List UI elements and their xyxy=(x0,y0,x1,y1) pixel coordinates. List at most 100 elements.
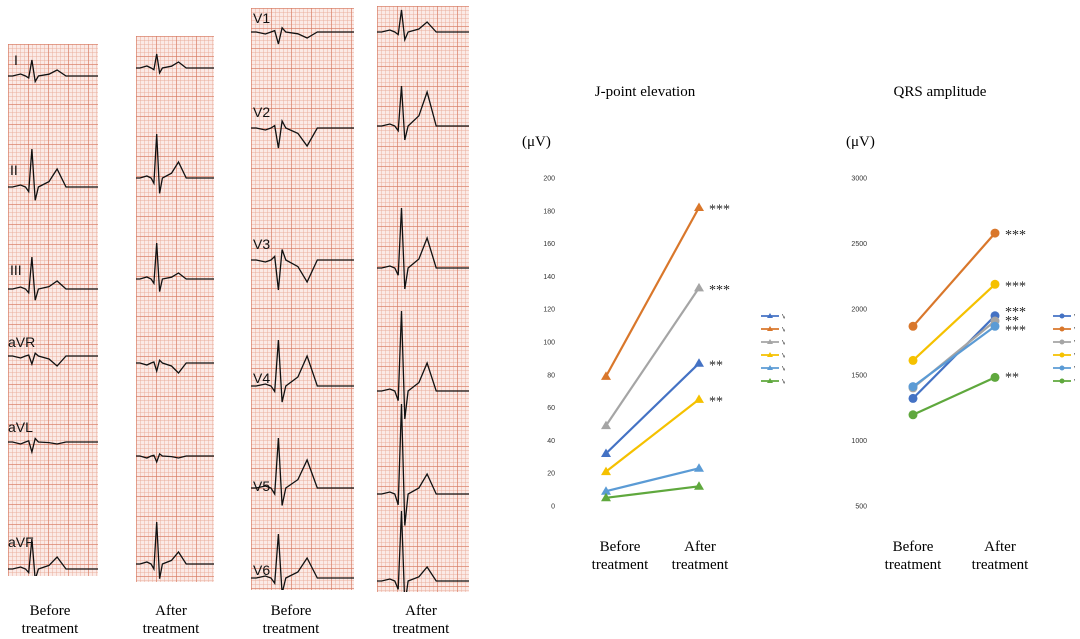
x-category-line: treatment xyxy=(971,557,1029,573)
data-point-marker xyxy=(601,448,611,457)
series-V4: *** xyxy=(908,279,1026,365)
series-V6: ** xyxy=(908,370,1019,420)
series-V3: ** xyxy=(908,314,1019,393)
ecg-trace-line xyxy=(251,339,354,403)
significance-label: ** xyxy=(709,358,723,373)
legend-item-V3: V3 xyxy=(1053,339,1075,347)
caption-line: treatment xyxy=(21,621,79,637)
lead-label-III: III xyxy=(10,262,22,278)
ecg-strip-limb-after xyxy=(136,36,214,582)
ecg-trace-line xyxy=(136,242,214,292)
significance-label: *** xyxy=(1005,228,1026,243)
ecg-trace-line xyxy=(377,510,469,592)
x-category-line: treatment xyxy=(884,557,942,573)
ecg-strip-limb-before: I II III aVR aVL aVF xyxy=(8,44,98,576)
y-tick-label: 0 xyxy=(551,504,555,511)
ecg-trace-line xyxy=(251,437,354,506)
caption-chest-before: Before treatment xyxy=(241,602,341,638)
legend-item-V2: V2 xyxy=(761,326,785,334)
caption-line: Before xyxy=(270,603,312,619)
y-tick-label: 200 xyxy=(543,176,555,183)
y-tick-label: 2500 xyxy=(851,241,867,248)
chart-unit-qrs: (μV) xyxy=(846,134,875,150)
ecg-trace-line xyxy=(136,53,214,75)
legend-item-V1: V1 xyxy=(761,313,785,321)
lead-label-aVL: aVL xyxy=(8,419,33,435)
lead-label-V2: V2 xyxy=(253,104,271,120)
lead-label-V5: V5 xyxy=(253,478,271,494)
series-line xyxy=(605,398,700,473)
caption-line: After xyxy=(155,603,187,619)
legend-marker xyxy=(767,313,773,318)
series-V3: *** xyxy=(601,282,730,430)
lead-label-aVR: aVR xyxy=(8,334,36,350)
series-line xyxy=(605,485,700,499)
x-category-line: treatment xyxy=(591,557,649,573)
series-line xyxy=(605,206,700,377)
significance-label: ** xyxy=(1005,314,1019,329)
y-tick-label: 60 xyxy=(547,405,555,412)
legend-marker xyxy=(767,378,773,383)
y-tick-label: 2000 xyxy=(851,307,867,314)
legend-marker xyxy=(1059,326,1065,332)
series-V2: *** xyxy=(601,202,730,380)
legend-label: V5 xyxy=(1074,366,1075,373)
caption-limb-before: Before treatment xyxy=(0,602,100,638)
y-tick-label: 120 xyxy=(543,307,555,314)
data-point-marker xyxy=(694,358,704,367)
data-point-marker xyxy=(990,279,1000,289)
legend-marker xyxy=(1059,339,1065,345)
data-point-marker xyxy=(601,371,611,380)
y-tick-label: 1000 xyxy=(851,438,867,445)
legend-marker xyxy=(767,339,773,344)
ecg-traces-limb-after xyxy=(136,53,214,579)
ecg-traces-chest-before xyxy=(251,26,354,590)
ecg-traces-chest-after xyxy=(377,9,469,592)
data-point-marker xyxy=(908,321,918,331)
data-point-marker xyxy=(694,463,704,472)
data-point-marker xyxy=(694,394,704,403)
caption-line: Before xyxy=(29,603,71,619)
caption-line: treatment xyxy=(262,621,320,637)
legend-item-V6: V6 xyxy=(1053,378,1075,386)
legend-item-V2: V2 xyxy=(1053,326,1075,334)
legend-item-V5: V5 xyxy=(1053,365,1075,373)
legend-label: V6 xyxy=(1074,379,1075,386)
chart-title-j-point: J-point elevation xyxy=(594,84,696,100)
series-line xyxy=(605,362,700,455)
ecg-trace-line xyxy=(136,358,214,374)
legend-label: V3 xyxy=(782,340,785,347)
data-point-marker xyxy=(908,393,918,403)
lead-label-V4: V4 xyxy=(253,370,271,386)
ecg-trace-line xyxy=(251,533,354,590)
legend-label: V4 xyxy=(1074,353,1075,360)
series-line xyxy=(605,467,700,493)
ecg-trace-line xyxy=(377,207,469,290)
series-V2: *** xyxy=(908,228,1026,331)
x-category-line: After xyxy=(684,539,716,555)
data-point-marker xyxy=(694,282,704,292)
ecg-trace-line xyxy=(8,437,98,455)
series-V5: *** xyxy=(908,321,1026,392)
legend-label: V2 xyxy=(782,327,785,334)
legend-item-V4: V4 xyxy=(761,352,785,360)
caption-line: After xyxy=(405,603,437,619)
x-category-before: Before treatment xyxy=(873,538,953,574)
significance-label: *** xyxy=(1005,305,1026,320)
x-category-line: After xyxy=(984,539,1016,555)
lead-label-V3: V3 xyxy=(253,236,271,252)
legend-label: V6 xyxy=(782,379,785,386)
data-point-marker xyxy=(908,355,918,365)
legend-label: V4 xyxy=(782,353,785,360)
data-point-marker xyxy=(694,481,704,490)
data-point-marker xyxy=(908,382,918,392)
ecg-trace-line xyxy=(136,133,214,194)
legend-marker xyxy=(1059,365,1065,371)
ecg-trace-line xyxy=(136,452,214,464)
chart-j-point-elevation: 020406080100120140160180200**********V1V… xyxy=(543,176,785,511)
data-point-marker xyxy=(990,228,1000,238)
ecg-trace-line xyxy=(8,59,98,84)
ecg-trace-line xyxy=(377,9,469,43)
ecg-trace-line xyxy=(8,538,98,576)
x-category-before: Before treatment xyxy=(580,538,660,574)
